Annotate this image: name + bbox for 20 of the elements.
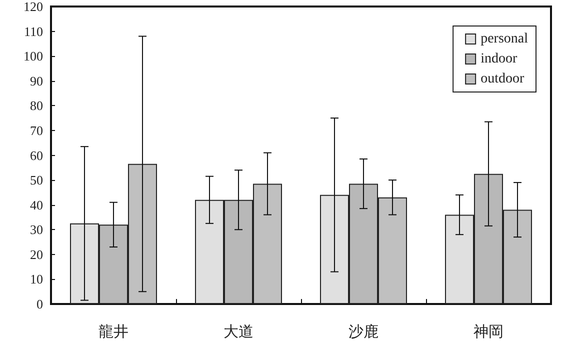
y-tick-label: 30 bbox=[30, 222, 43, 238]
y-tick-label: 40 bbox=[30, 197, 43, 212]
x-tick-label: 大道 bbox=[224, 322, 254, 340]
y-tick-label: 50 bbox=[30, 172, 43, 188]
y-tick-label: 120 bbox=[24, 0, 43, 14]
y-tick-label: 70 bbox=[30, 122, 43, 138]
y-tick-label: 100 bbox=[24, 48, 43, 64]
y-tick-label: 110 bbox=[24, 24, 43, 39]
y-tick-label: 0 bbox=[36, 296, 43, 312]
y-tick-label: 10 bbox=[30, 272, 43, 287]
legend-label: personal bbox=[480, 32, 528, 46]
legend-label: outdoor bbox=[480, 72, 524, 86]
y-tick-label: 60 bbox=[30, 148, 43, 163]
y-tick-label: 20 bbox=[30, 246, 43, 262]
y-tick-label: 90 bbox=[30, 73, 43, 88]
y-tick-label: 80 bbox=[30, 98, 43, 114]
x-tick-label: 龍井 bbox=[98, 322, 128, 340]
x-tick-label: 沙鹿 bbox=[348, 322, 378, 340]
x-tick-label: 神岡 bbox=[474, 322, 504, 340]
legend-label: indoor bbox=[480, 52, 518, 66]
